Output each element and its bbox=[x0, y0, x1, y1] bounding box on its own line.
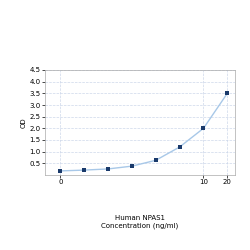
Point bbox=[106, 167, 110, 171]
Point bbox=[130, 164, 134, 168]
Point bbox=[58, 169, 62, 173]
Point bbox=[178, 145, 182, 149]
Point bbox=[202, 126, 205, 130]
Point bbox=[154, 158, 158, 162]
Text: Human NPAS1
Concentration (ng/ml): Human NPAS1 Concentration (ng/ml) bbox=[102, 215, 178, 230]
Point bbox=[225, 91, 229, 95]
Point bbox=[82, 168, 86, 172]
Y-axis label: OD: OD bbox=[21, 117, 27, 128]
